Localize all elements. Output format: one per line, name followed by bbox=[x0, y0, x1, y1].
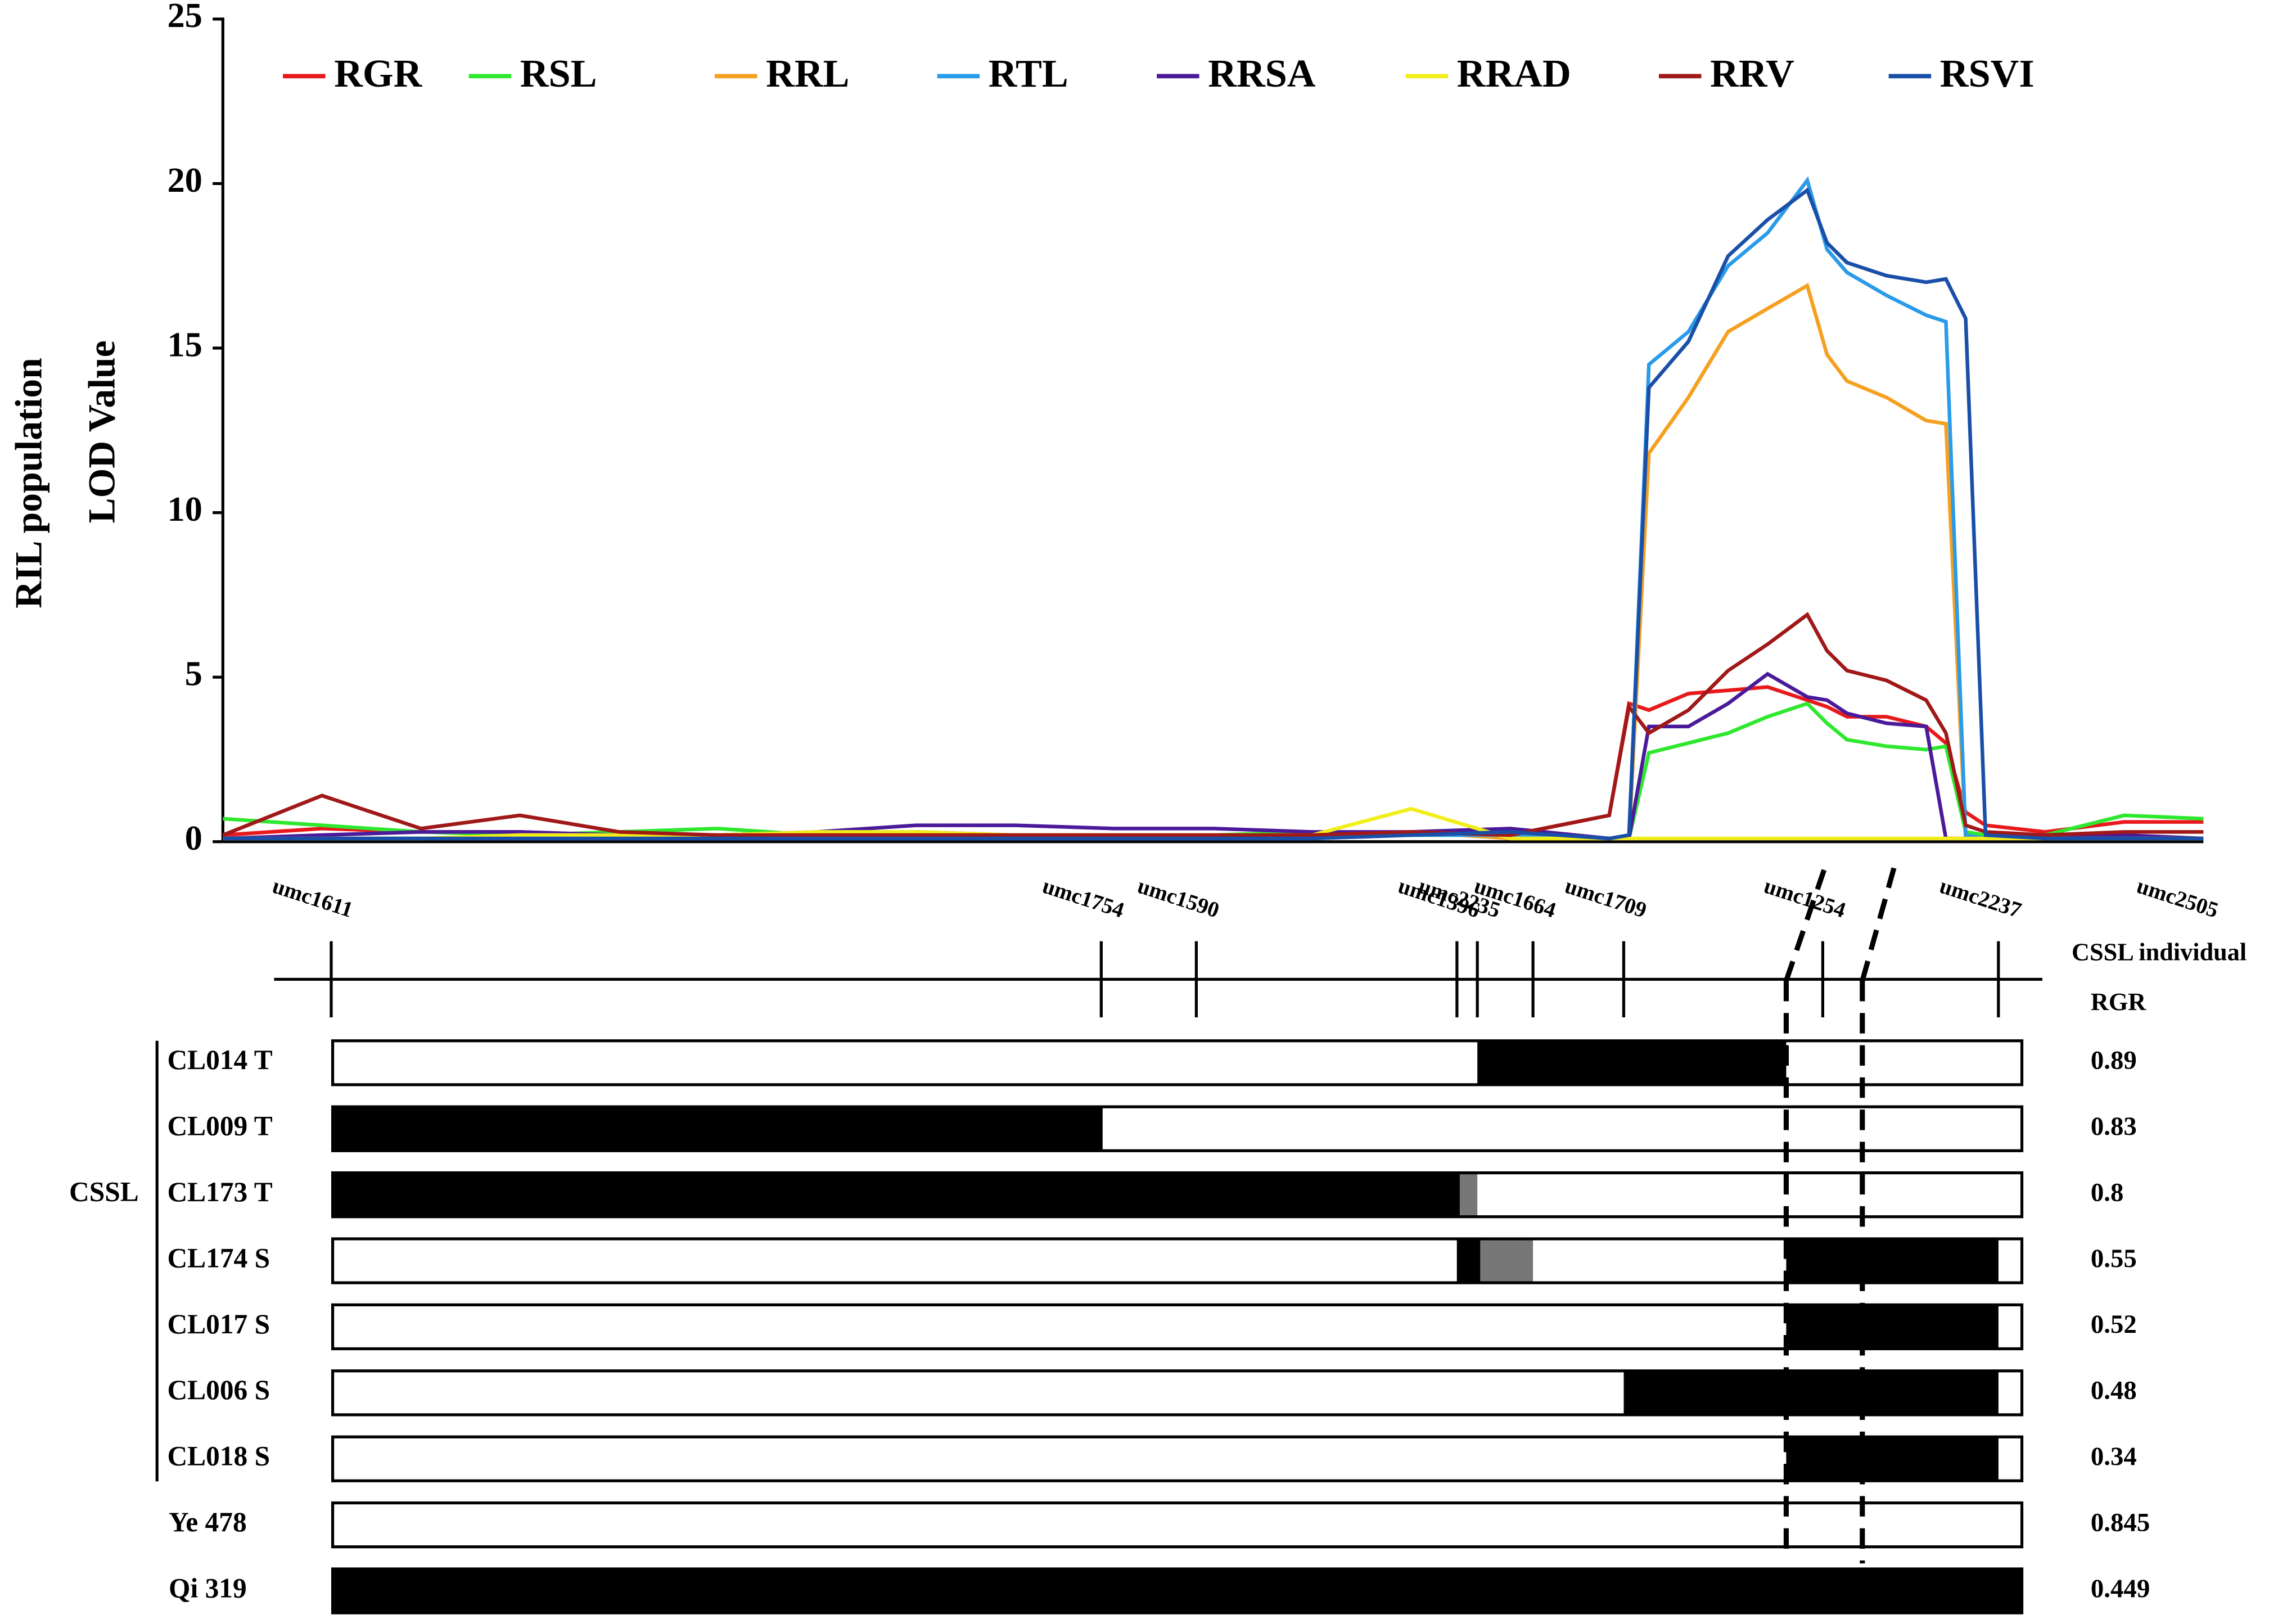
row-label: CL014 T bbox=[167, 1044, 272, 1075]
series-line bbox=[222, 612, 2204, 837]
legend-label: RTL bbox=[989, 52, 1068, 96]
legend-label: RSVI bbox=[1940, 52, 2035, 96]
genotype-segment bbox=[1480, 1238, 1533, 1283]
row-label: CL006 S bbox=[167, 1374, 270, 1405]
legend-label: RRSA bbox=[1208, 52, 1316, 96]
genotype-bar bbox=[331, 1567, 2024, 1615]
genotype-bars bbox=[332, 1040, 2022, 1613]
genotype-bar bbox=[331, 1435, 2024, 1482]
header: CSSL individual bbox=[2072, 938, 2247, 966]
y-tick-label: 20 bbox=[167, 160, 202, 200]
marker-label: umc1709 bbox=[1562, 874, 1650, 923]
legend-label: RRV bbox=[1710, 52, 1794, 96]
header: RGR bbox=[2091, 988, 2146, 1016]
genotype-segment bbox=[332, 1172, 1460, 1217]
y-tick-label: 5 bbox=[185, 654, 202, 693]
group-label: CSSL bbox=[69, 1176, 139, 1207]
genotype-segment bbox=[1786, 1238, 1999, 1283]
genotype-bar bbox=[331, 1105, 2024, 1152]
rgr-value: 0.55 bbox=[2091, 1244, 2137, 1273]
boundary-line bbox=[1784, 860, 1830, 982]
rgr-value: 0.449 bbox=[2091, 1574, 2150, 1603]
genotype-segment bbox=[1623, 1370, 1999, 1414]
y-axis-label: LOD Value bbox=[81, 340, 123, 523]
legend-label: RSL bbox=[520, 52, 597, 96]
row-label: CL009 T bbox=[167, 1111, 272, 1142]
marker-label: umc1611 bbox=[269, 874, 356, 922]
boundary-line bbox=[1860, 860, 1899, 982]
genotype-segment bbox=[1456, 1238, 1481, 1283]
genotype-segment bbox=[1477, 1040, 1787, 1085]
marker-label: umc2505 bbox=[2134, 874, 2222, 923]
series-line bbox=[223, 187, 2204, 841]
genotype-segment bbox=[1786, 1437, 1999, 1482]
boundary-lines bbox=[1783, 860, 1899, 1564]
genotype-bar bbox=[331, 1303, 2024, 1351]
genotype-bar bbox=[331, 1171, 2024, 1219]
rgr-value: 0.845 bbox=[2091, 1508, 2150, 1537]
row-label: CL173 T bbox=[167, 1176, 272, 1207]
y-tick-label: 15 bbox=[167, 324, 202, 364]
row-label: CL018 S bbox=[167, 1441, 270, 1472]
rgr-value: 0.8 bbox=[2091, 1178, 2124, 1207]
genotype-segment bbox=[1459, 1172, 1478, 1217]
y-tick-label: 0 bbox=[185, 818, 202, 858]
legend-label: RRL bbox=[766, 52, 849, 96]
y-tick-label: 10 bbox=[167, 489, 202, 529]
marker-label: umc1254 bbox=[1761, 874, 1849, 923]
legend-label: RRAD bbox=[1457, 52, 1571, 96]
series-line bbox=[223, 282, 2204, 841]
genotype-segment bbox=[332, 1569, 2022, 1613]
genotype-bar bbox=[331, 1369, 2024, 1417]
series-line bbox=[223, 685, 2204, 837]
rgr-value: 0.83 bbox=[2091, 1112, 2137, 1141]
row-label: Qi 319 bbox=[169, 1572, 247, 1603]
genotype-bar bbox=[331, 1237, 2024, 1284]
y-tick-label: 25 bbox=[167, 0, 202, 35]
genotype-bar bbox=[331, 1039, 2024, 1086]
genotype-bar bbox=[331, 1501, 2024, 1549]
legend-label: RGR bbox=[334, 52, 422, 96]
row-label: CL017 S bbox=[167, 1309, 270, 1340]
rgr-value: 0.52 bbox=[2091, 1310, 2137, 1339]
marker-label: umc1590 bbox=[1135, 874, 1223, 923]
rgr-value: 0.48 bbox=[2091, 1376, 2137, 1405]
rgr-value: 0.89 bbox=[2091, 1046, 2137, 1075]
genotype-segment bbox=[332, 1106, 1103, 1151]
rgr-value: 0.34 bbox=[2091, 1442, 2137, 1471]
genotype-segment bbox=[1786, 1304, 1999, 1349]
marker-label: umc2237 bbox=[1937, 874, 2024, 923]
row-label: CL174 S bbox=[167, 1242, 270, 1273]
y-axis-label: RIL population bbox=[7, 358, 49, 608]
row-label: Ye 478 bbox=[169, 1507, 247, 1537]
marker-label: umc1754 bbox=[1040, 874, 1127, 923]
